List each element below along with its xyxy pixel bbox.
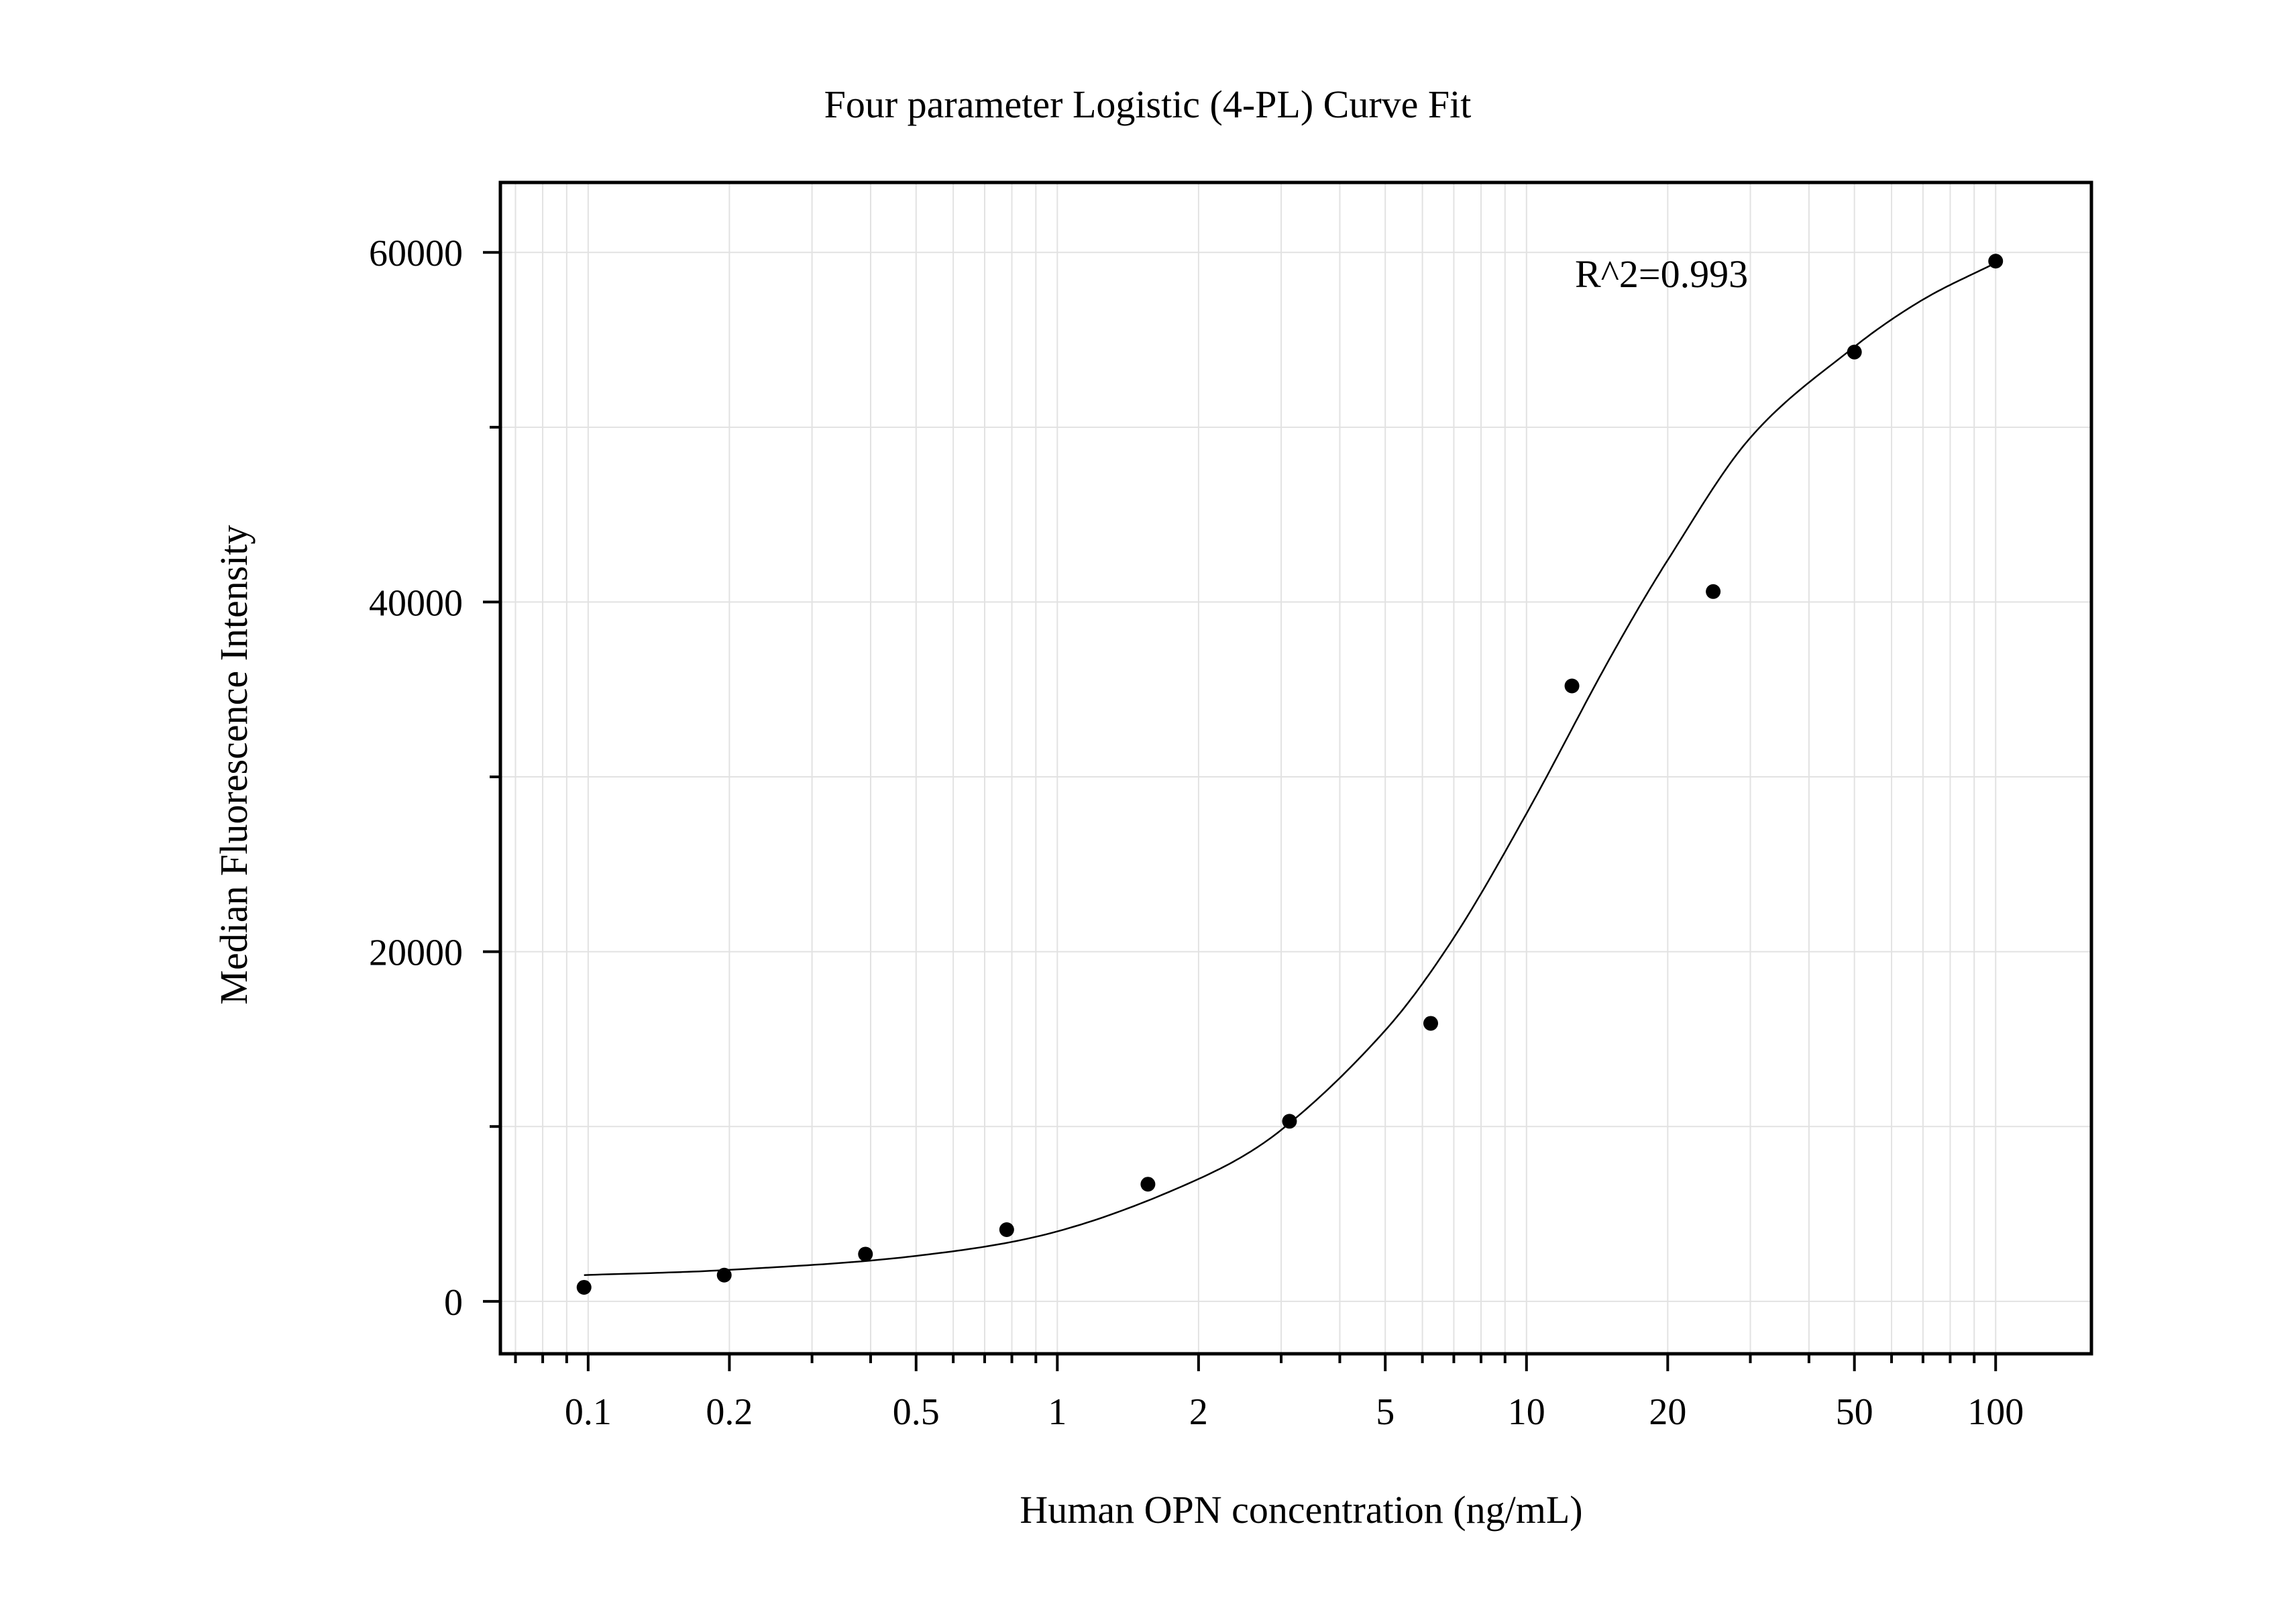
x-tick-label: 0.2 bbox=[706, 1391, 753, 1433]
chart-title: Four parameter Logistic (4-PL) Curve Fit bbox=[824, 83, 1472, 126]
data-point bbox=[1282, 1114, 1297, 1129]
y-axis-title: Median Fluorescence Intensity bbox=[212, 525, 256, 1004]
data-point bbox=[576, 1279, 592, 1295]
r-squared-annotation: R^2=0.993 bbox=[1575, 252, 1748, 296]
y-tick-label: 0 bbox=[444, 1282, 463, 1324]
x-tick-label: 10 bbox=[1508, 1391, 1545, 1433]
data-point bbox=[1988, 254, 2004, 269]
data-point bbox=[1423, 1016, 1438, 1031]
x-tick-label: 20 bbox=[1649, 1391, 1686, 1433]
y-tick-label: 20000 bbox=[369, 932, 463, 974]
data-point bbox=[1847, 344, 1862, 360]
y-tick-label: 40000 bbox=[369, 582, 463, 624]
plot-frame bbox=[498, 180, 2093, 1356]
axis-ticks: 0.1 0.2 0.5 1 2 5 10 20 50 100 0 20000 40000 60000 bbox=[369, 233, 2024, 1433]
x-tick-label: 2 bbox=[1189, 1391, 1208, 1433]
x-tick-label: 1 bbox=[1048, 1391, 1067, 1433]
data-point bbox=[716, 1267, 732, 1283]
data-point bbox=[999, 1222, 1014, 1237]
x-tick-label: 50 bbox=[1836, 1391, 1873, 1433]
x-tick-label: 100 bbox=[1967, 1391, 2024, 1433]
x-axis-title: Human OPN concentration (ng/mL) bbox=[1020, 1488, 1582, 1532]
fit-curve-layer bbox=[584, 262, 1996, 1276]
data-point bbox=[1564, 678, 1580, 694]
data-points bbox=[576, 254, 2004, 1295]
x-tick-label: 0.1 bbox=[565, 1391, 612, 1433]
x-tick-label: 0.5 bbox=[893, 1391, 940, 1433]
fit-curve bbox=[584, 262, 1996, 1276]
grid-lines bbox=[500, 182, 2091, 1354]
x-tick-label: 5 bbox=[1376, 1391, 1395, 1433]
data-point bbox=[1140, 1177, 1156, 1192]
data-point bbox=[1706, 584, 1721, 599]
y-tick-label: 60000 bbox=[369, 233, 463, 274]
data-point bbox=[858, 1246, 873, 1262]
